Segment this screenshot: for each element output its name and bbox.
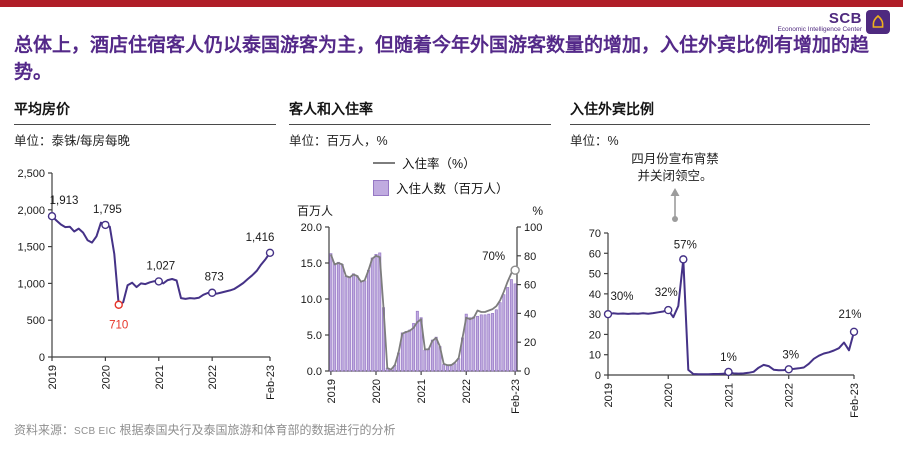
svg-text:5.0: 5.0 xyxy=(307,330,322,342)
svg-text:1,027: 1,027 xyxy=(146,260,175,272)
svg-text:0: 0 xyxy=(39,352,45,364)
svg-text:Feb-23: Feb-23 xyxy=(510,379,522,414)
svg-text:百万人: 百万人 xyxy=(297,204,333,218)
svg-text:2020: 2020 xyxy=(100,365,112,389)
average-room-rate-chart: 0 500 1,000 1,500 2,000 2,500 2019 2020 2021 2022… xyxy=(17,168,277,400)
scb-eic-logo: SCB Economic Intelligence Center xyxy=(777,10,890,34)
svg-text:3%: 3% xyxy=(782,349,799,361)
svg-text:30%: 30% xyxy=(610,291,633,303)
svg-text:2020: 2020 xyxy=(371,379,383,403)
svg-text:70: 70 xyxy=(589,228,601,240)
svg-text:60: 60 xyxy=(589,248,601,260)
source-note: 资料来源：SCB EIC 根据泰国央行及泰国旅游和体育部的数据进行的分析 xyxy=(14,421,395,438)
svg-text:60: 60 xyxy=(524,280,536,292)
svg-text:0: 0 xyxy=(524,366,530,378)
annotation-arrow-up-icon xyxy=(670,188,680,222)
scb-brand: SCB xyxy=(828,9,862,27)
section-unit: 单位：% xyxy=(570,134,619,148)
foreign-guest-share-chart: 0 10 20 30 40 50 60 70 2019 2020 2021 2022 Feb-23 30%… xyxy=(589,228,862,418)
svg-text:2020: 2020 xyxy=(663,383,675,407)
chart-zone: 入住率（%） 入住人数（百万人） 0.0 5.0 10.0 15.0 20.0 2019 2… xyxy=(289,149,551,414)
svg-text:0: 0 xyxy=(595,370,601,382)
chart-zone: 四月份宣布宵禁 并关闭领空。 0 10 20 30 40 50 60 70 2019 2020 20… xyxy=(570,149,870,418)
svg-text:50: 50 xyxy=(589,269,601,281)
svg-text:40: 40 xyxy=(589,289,601,301)
svg-text:20.0: 20.0 xyxy=(301,222,322,234)
scb-subtitle: Economic Intelligence Center xyxy=(777,25,862,33)
top-accent-bar xyxy=(0,0,903,7)
svg-text:70%: 70% xyxy=(482,251,505,263)
svg-text:20: 20 xyxy=(589,329,601,341)
svg-text:20: 20 xyxy=(524,337,536,349)
svg-text:10: 10 xyxy=(589,350,601,362)
section-unit: 单位：百万人，% xyxy=(289,134,388,148)
svg-text:500: 500 xyxy=(27,315,45,327)
legend-label: 入住率（%） xyxy=(402,157,476,171)
svg-text:1%: 1% xyxy=(720,352,737,364)
svg-text:2021: 2021 xyxy=(723,383,735,407)
source-label: 资料来源： xyxy=(14,423,75,437)
bar-swatch-icon xyxy=(373,179,389,196)
svg-text:2021: 2021 xyxy=(416,379,428,403)
svg-text:57%: 57% xyxy=(674,239,697,251)
svg-text:15.0: 15.0 xyxy=(301,258,322,270)
svg-text:32%: 32% xyxy=(655,287,678,299)
legend-item-occupancy: 入住率（%） xyxy=(373,153,509,172)
annotation-line1: 四月份宣布宵禁 xyxy=(631,152,719,166)
svg-text:Feb-23: Feb-23 xyxy=(849,383,861,418)
section-average-room-rate: 平均房价 单位：泰铢/每房每晚 0 500 1,000 1,500 2,000 2,500… xyxy=(14,99,277,411)
section-title: 客人和入住率 xyxy=(289,99,551,125)
svg-text:40: 40 xyxy=(524,308,536,320)
section-unit: 单位：泰铢/每房每晚 xyxy=(14,134,130,148)
section-foreign-guest-share: 入住外宾比例 单位：% 四月份宣布宵禁 并关闭领空。 0 10 20 30 40 50 60… xyxy=(570,99,870,418)
svg-text:100: 100 xyxy=(524,222,542,234)
line-swatch-icon xyxy=(373,161,395,164)
svg-text:1,795: 1,795 xyxy=(93,204,122,216)
svg-text:1,913: 1,913 xyxy=(50,195,79,207)
svg-text:0.0: 0.0 xyxy=(307,366,322,378)
svg-text:2022: 2022 xyxy=(207,365,219,389)
svg-text:1,500: 1,500 xyxy=(17,242,45,254)
annotation-line2: 并关闭领空。 xyxy=(637,168,713,183)
source-brand: SCB EIC xyxy=(74,426,117,437)
svg-text:%: % xyxy=(532,204,543,218)
legend-label: 入住人数（百万人） xyxy=(396,182,509,196)
source-text: 根据泰国央行及泰国旅游和体育部的数据进行的分析 xyxy=(116,423,396,437)
svg-text:2021: 2021 xyxy=(154,365,166,389)
svg-text:2019: 2019 xyxy=(326,379,338,403)
svg-text:30: 30 xyxy=(589,309,601,321)
chart-legend: 入住率（%） 入住人数（百万人） xyxy=(373,153,509,197)
section-title: 入住外宾比例 xyxy=(570,99,870,125)
charts-row: 平均房价 单位：泰铢/每房每晚 0 500 1,000 1,500 2,000 2,500… xyxy=(14,99,870,418)
svg-text:2,000: 2,000 xyxy=(17,205,45,217)
svg-text:1,000: 1,000 xyxy=(17,278,45,290)
svg-text:80: 80 xyxy=(524,251,536,263)
svg-text:2,500: 2,500 xyxy=(17,168,45,180)
chart-zone: 0 500 1,000 1,500 2,000 2,500 2019 2020 2021 2022… xyxy=(14,149,277,411)
svg-text:21%: 21% xyxy=(838,309,861,321)
guests-occupancy-chart: 0.0 5.0 10.0 15.0 20.0 2019 2020 2021 2022 Feb-23… xyxy=(297,204,543,414)
svg-text:10.0: 10.0 xyxy=(301,294,322,306)
page-title: 总体上，酒店住宿客人仍以泰国游客为主，但随着今年外国游客数量的增加，入住外宾比例… xyxy=(14,35,870,83)
svg-text:2019: 2019 xyxy=(603,383,615,407)
svg-text:873: 873 xyxy=(205,272,224,284)
svg-text:Feb-23: Feb-23 xyxy=(265,365,277,400)
scb-arch-icon xyxy=(866,10,890,34)
svg-text:2022: 2022 xyxy=(461,379,473,403)
svg-text:1,416: 1,416 xyxy=(246,232,275,244)
scb-logo-text: SCB Economic Intelligence Center xyxy=(777,11,862,34)
svg-text:2022: 2022 xyxy=(784,383,796,407)
section-guests-occupancy: 客人和入住率 单位：百万人，% 入住率（%） 入住人数（百万人） 0.0 5.0 1… xyxy=(289,99,551,414)
svg-text:710: 710 xyxy=(109,320,128,332)
legend-item-guests: 入住人数（百万人） xyxy=(373,178,509,197)
svg-text:2019: 2019 xyxy=(47,365,59,389)
section-title: 平均房价 xyxy=(14,99,276,125)
curfew-annotation: 四月份宣布宵禁 并关闭领空。 xyxy=(590,151,760,184)
